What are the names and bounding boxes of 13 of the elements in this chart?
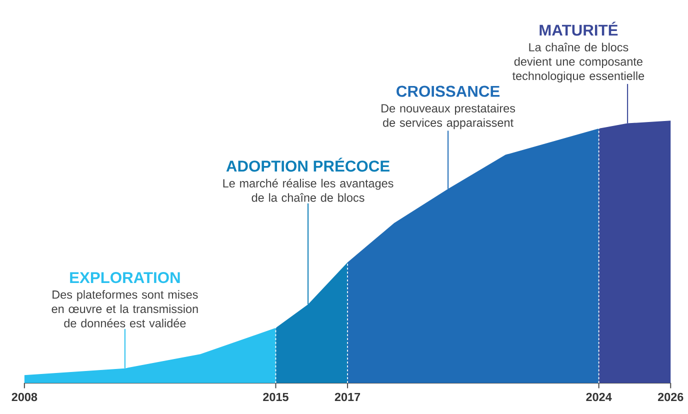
annotation: Des plateformes sont mises en œuvre et la transmission de données est validée	[52, 290, 198, 328]
x-tick-label: 2026	[658, 392, 684, 401]
annotation: De nouveaux prestataires de services apparaissent	[382, 104, 516, 129]
text: CROISSANCE	[396, 86, 500, 97]
x-tick-label: 2008	[12, 392, 38, 401]
annotation: Le marché réalise les avantages de la chaîne de blocs	[223, 178, 394, 202]
annotation: ADOPTION PRÉCOCE	[226, 158, 390, 172]
annotation: EXPLORATION	[70, 272, 180, 283]
x-tick-label: 2017	[334, 392, 360, 401]
x-tick-label: 2024	[586, 392, 612, 401]
annotation: La chaîne de blocs devient une composante technologique essentielle	[512, 42, 644, 82]
x-tick-label: 2015	[263, 392, 288, 401]
text: MATURITÉ	[540, 22, 618, 36]
